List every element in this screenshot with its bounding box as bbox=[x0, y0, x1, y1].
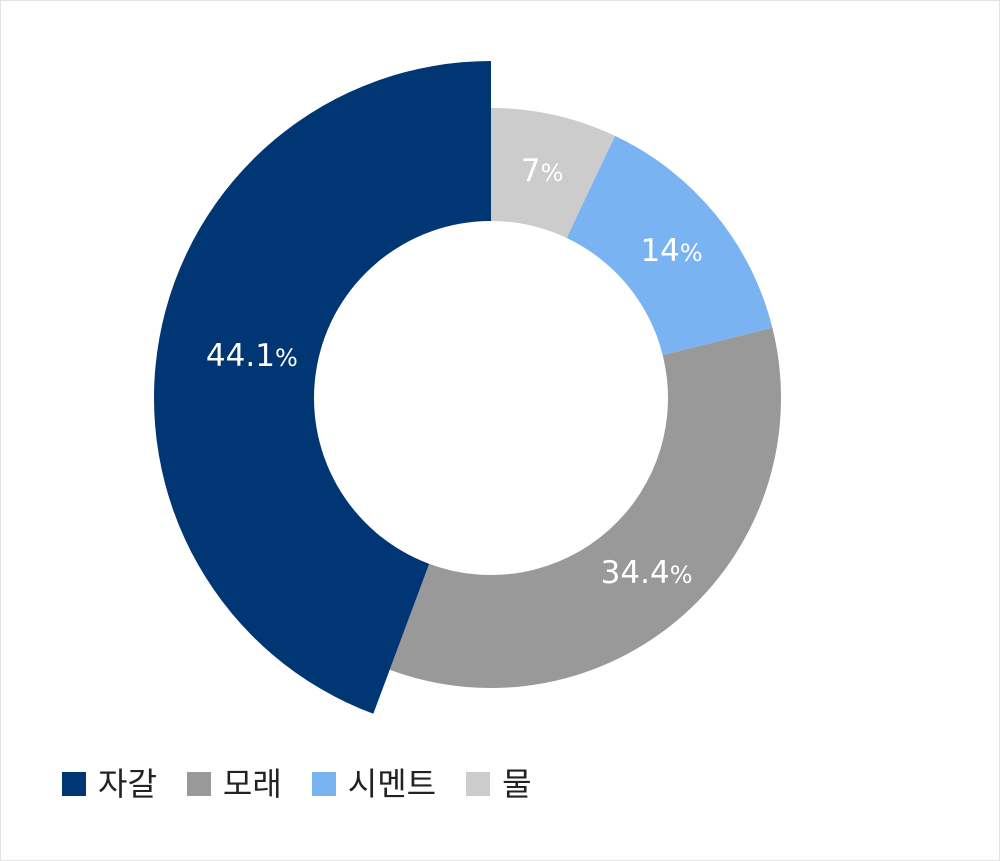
legend-label: 시멘트 bbox=[347, 765, 437, 803]
legend-label: 모래 bbox=[222, 765, 282, 803]
legend-item-자갈: 자갈 bbox=[62, 764, 157, 804]
slice-시멘트 bbox=[566, 135, 773, 356]
legend-item-시멘트: 시멘트 bbox=[311, 764, 437, 804]
legend-swatch bbox=[186, 772, 211, 796]
legend-item-물: 물 bbox=[466, 764, 532, 804]
data-label-시멘트: 14% bbox=[640, 233, 702, 269]
slice-모래 bbox=[389, 327, 782, 688]
legend-swatch bbox=[311, 772, 336, 796]
labels-group: 7% 14% 34.4% 44.1% bbox=[206, 153, 703, 591]
data-label-자갈: 44.1% bbox=[206, 338, 298, 374]
legend-label: 물 bbox=[502, 765, 532, 803]
data-label-물: 7% bbox=[521, 153, 564, 189]
legend-label: 자갈 bbox=[98, 765, 157, 803]
slice-자갈 bbox=[154, 61, 491, 714]
slices-group bbox=[154, 61, 782, 714]
slice-물 bbox=[491, 108, 616, 239]
legend: 자갈 모래 시멘트 물 bbox=[62, 764, 562, 804]
legend-item-모래: 모래 bbox=[186, 764, 282, 804]
data-label-모래: 34.4% bbox=[601, 555, 693, 591]
legend-swatch bbox=[466, 772, 491, 796]
legend-swatch bbox=[62, 772, 86, 796]
